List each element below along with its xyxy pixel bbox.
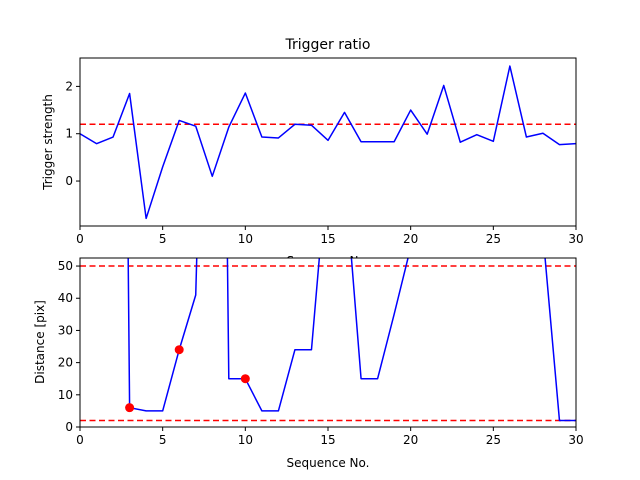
x-tick-label: 5	[159, 232, 167, 246]
x-tick-label: 30	[568, 433, 583, 447]
x-tick-label: 20	[403, 433, 418, 447]
threshold-lines	[80, 265, 576, 422]
y-tick-label: 40	[58, 291, 73, 305]
plot-background	[80, 258, 576, 427]
x-tick-label: 30	[568, 232, 583, 246]
data-point-marker	[125, 403, 135, 413]
selected-points	[125, 345, 250, 413]
y-tick-label: 30	[58, 323, 73, 337]
series-lines	[127, 258, 576, 422]
data-point-marker	[174, 345, 184, 355]
y-tick-label: 20	[58, 356, 73, 370]
x-tick-label: 20	[403, 232, 418, 246]
series-line	[127, 258, 576, 422]
distance-chart: 0 5 10 15 20 25 30 0 10 20 30 40 50 Sequence No. Di…	[33, 257, 584, 470]
x-axis-label: Sequence No.	[287, 456, 370, 470]
series-line	[80, 65, 576, 220]
y-axis-label: Trigger strength	[41, 94, 55, 191]
x-tick-label: 5	[159, 433, 167, 447]
y-tick-label: 0	[65, 174, 73, 188]
y-tick-label: 0	[65, 420, 73, 434]
y-axis-ticks: 0 1 2	[65, 79, 80, 188]
chart-title: Trigger ratio	[284, 37, 370, 53]
x-tick-label: 15	[320, 232, 335, 246]
y-axis-label: Distance [pix]	[33, 300, 47, 384]
y-tick-label: 1	[65, 127, 73, 141]
x-tick-label: 0	[76, 433, 84, 447]
y-tick-label: 2	[65, 79, 73, 93]
y-axis-ticks: 0 10 20 30 40 50	[58, 259, 80, 434]
y-tick-label: 10	[58, 388, 73, 402]
x-tick-label: 25	[486, 232, 501, 246]
y-tick-label: 50	[58, 259, 73, 273]
x-tick-label: 15	[320, 433, 335, 447]
x-tick-label: 0	[76, 232, 84, 246]
x-tick-label: 25	[486, 433, 501, 447]
data-point-marker	[240, 374, 250, 384]
x-tick-label: 10	[238, 232, 253, 246]
series-lines	[80, 65, 576, 220]
x-tick-label: 10	[238, 433, 253, 447]
x-axis-ticks: 0 5 10 15 20 25 30	[76, 427, 584, 447]
x-axis-ticks: 0 5 10 15 20 25 30	[76, 226, 584, 246]
